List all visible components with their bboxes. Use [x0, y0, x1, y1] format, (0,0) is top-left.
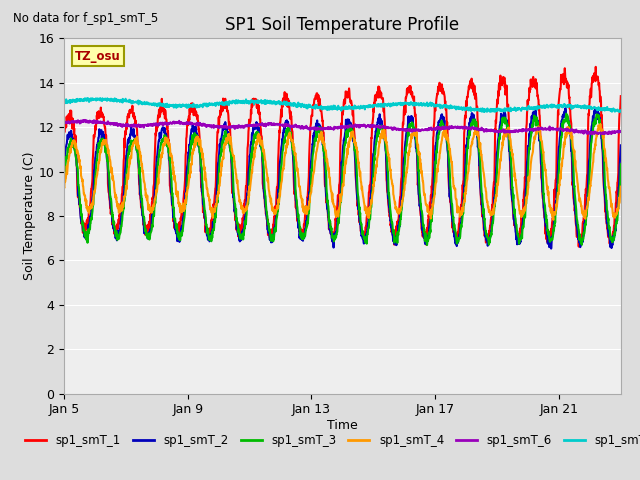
sp1_smT_6 — [92, 118, 100, 124]
sp1_smT_2 — [617, 143, 625, 148]
sp1_smT_6 — [81, 117, 89, 123]
Text: TZ_osu: TZ_osu — [75, 50, 121, 63]
sp1_smT_7 — [92, 98, 100, 104]
sp1_smT_3 — [60, 177, 68, 182]
sp1_smT_7 — [60, 99, 68, 105]
sp1_smT_1 — [60, 124, 68, 130]
sp1_smT_6 — [291, 124, 298, 130]
sp1_smT_3 — [287, 136, 295, 142]
sp1_smT_4 — [287, 136, 295, 142]
sp1_smT_6 — [617, 129, 625, 134]
sp1_smT_1 — [92, 127, 100, 132]
sp1_smT_7 — [291, 102, 298, 108]
sp1_smT_4 — [92, 181, 100, 187]
Line: sp1_smT_6: sp1_smT_6 — [64, 120, 621, 134]
Legend: sp1_smT_1, sp1_smT_2, sp1_smT_3, sp1_smT_4, sp1_smT_6, sp1_smT_7: sp1_smT_1, sp1_smT_2, sp1_smT_3, sp1_smT… — [20, 429, 640, 452]
X-axis label: Time: Time — [327, 419, 358, 432]
sp1_smT_7 — [617, 108, 625, 114]
sp1_smT_6 — [588, 132, 596, 137]
sp1_smT_6 — [440, 126, 448, 132]
sp1_smT_3 — [179, 227, 187, 232]
Line: sp1_smT_1: sp1_smT_1 — [64, 67, 621, 247]
sp1_smT_1 — [290, 183, 298, 189]
Line: sp1_smT_3: sp1_smT_3 — [64, 114, 621, 245]
sp1_smT_6 — [179, 121, 187, 127]
sp1_smT_7 — [287, 102, 295, 108]
sp1_smT_3 — [563, 111, 570, 117]
sp1_smT_6 — [60, 120, 68, 126]
sp1_smT_1 — [617, 93, 625, 99]
sp1_smT_3 — [440, 124, 448, 130]
sp1_smT_2 — [287, 138, 295, 144]
sp1_smT_3 — [290, 155, 298, 160]
Line: sp1_smT_7: sp1_smT_7 — [64, 98, 621, 112]
sp1_smT_1 — [179, 212, 187, 218]
sp1_smT_3 — [92, 168, 100, 173]
sp1_smT_4 — [550, 217, 557, 223]
sp1_smT_2 — [440, 121, 448, 127]
sp1_smT_7 — [179, 103, 187, 109]
sp1_smT_2 — [60, 158, 68, 164]
Title: SP1 Soil Temperature Profile: SP1 Soil Temperature Profile — [225, 16, 460, 34]
Line: sp1_smT_4: sp1_smT_4 — [64, 124, 621, 220]
sp1_smT_2 — [92, 149, 100, 155]
sp1_smT_6 — [287, 123, 295, 129]
sp1_smT_3 — [617, 161, 625, 167]
sp1_smT_1 — [268, 227, 276, 232]
sp1_smT_4 — [268, 207, 276, 213]
sp1_smT_4 — [179, 201, 187, 206]
sp1_smT_1 — [575, 244, 582, 250]
sp1_smT_1 — [592, 64, 600, 70]
sp1_smT_4 — [617, 184, 625, 190]
sp1_smT_4 — [60, 184, 68, 190]
sp1_smT_4 — [290, 144, 298, 150]
sp1_smT_2 — [179, 218, 187, 224]
sp1_smT_2 — [268, 237, 276, 243]
sp1_smT_4 — [440, 128, 448, 133]
sp1_smT_3 — [268, 234, 276, 240]
sp1_smT_1 — [287, 113, 295, 119]
Text: No data for f_sp1_smT_5: No data for f_sp1_smT_5 — [13, 12, 158, 25]
sp1_smT_1 — [440, 91, 448, 96]
sp1_smT_2 — [547, 246, 555, 252]
sp1_smT_7 — [478, 109, 486, 115]
sp1_smT_7 — [83, 96, 91, 101]
sp1_smT_2 — [290, 166, 298, 172]
sp1_smT_4 — [596, 121, 604, 127]
sp1_smT_6 — [269, 122, 276, 128]
Line: sp1_smT_2: sp1_smT_2 — [64, 108, 621, 249]
sp1_smT_7 — [269, 100, 276, 106]
sp1_smT_2 — [561, 105, 569, 111]
sp1_smT_3 — [423, 242, 431, 248]
Y-axis label: Soil Temperature (C): Soil Temperature (C) — [22, 152, 36, 280]
sp1_smT_7 — [440, 102, 448, 108]
